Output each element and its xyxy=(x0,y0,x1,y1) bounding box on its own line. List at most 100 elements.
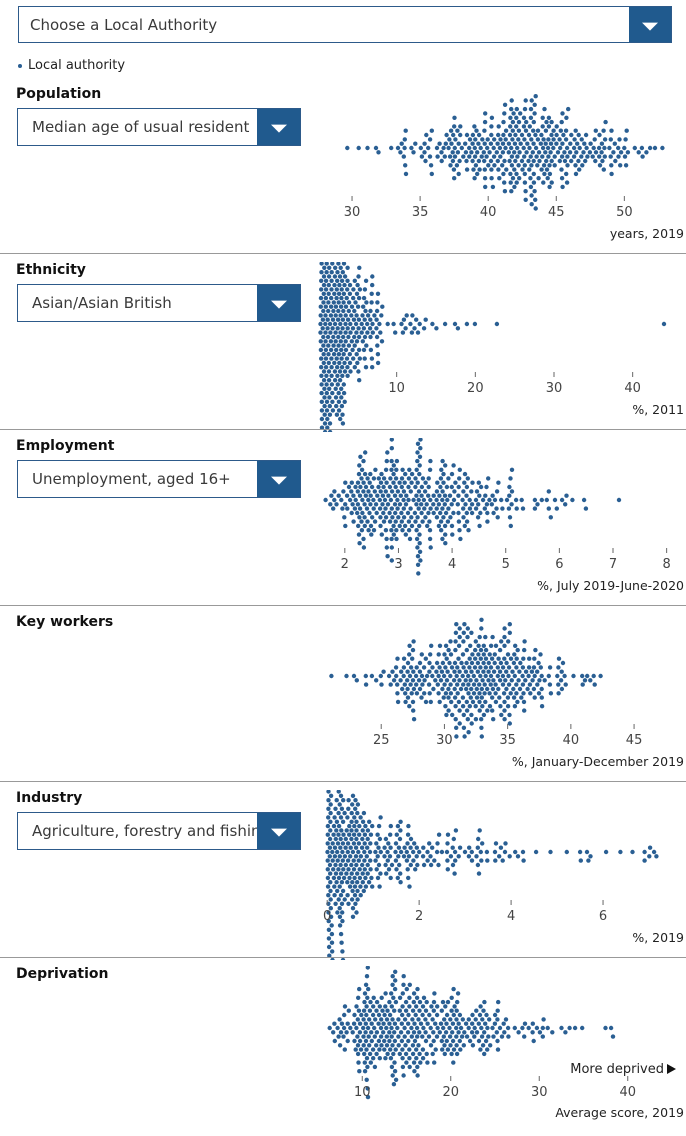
data-point[interactable] xyxy=(464,510,469,516)
data-point[interactable] xyxy=(427,841,432,846)
data-point[interactable] xyxy=(373,1017,378,1022)
data-point[interactable] xyxy=(482,128,487,133)
data-point[interactable] xyxy=(340,858,345,863)
data-point[interactable] xyxy=(357,506,363,511)
data-point[interactable] xyxy=(417,532,422,537)
data-point[interactable] xyxy=(551,137,556,142)
data-point[interactable] xyxy=(496,167,501,172)
data-point[interactable] xyxy=(493,858,498,863)
data-point[interactable] xyxy=(487,652,492,657)
data-point[interactable] xyxy=(345,265,350,270)
data-point[interactable] xyxy=(345,893,350,898)
data-point[interactable] xyxy=(344,871,349,876)
data-point[interactable] xyxy=(389,446,394,451)
data-point[interactable] xyxy=(336,832,341,837)
data-point[interactable] xyxy=(348,321,353,327)
data-point[interactable] xyxy=(535,137,541,142)
data-point[interactable] xyxy=(391,678,397,683)
data-point[interactable] xyxy=(494,321,500,327)
data-point[interactable] xyxy=(518,141,523,146)
data-point[interactable] xyxy=(338,836,343,842)
data-point[interactable] xyxy=(477,167,482,172)
data-point[interactable] xyxy=(482,506,487,511)
data-point[interactable] xyxy=(401,506,406,511)
data-point[interactable] xyxy=(462,480,467,485)
data-point[interactable] xyxy=(624,128,629,133)
data-point[interactable] xyxy=(343,480,348,485)
data-point[interactable] xyxy=(428,497,433,503)
data-point[interactable] xyxy=(336,1034,341,1039)
data-point[interactable] xyxy=(400,528,405,533)
data-point[interactable] xyxy=(536,176,541,181)
data-point[interactable] xyxy=(477,634,482,640)
data-point[interactable] xyxy=(518,660,523,666)
data-point[interactable] xyxy=(433,1047,438,1052)
data-point[interactable] xyxy=(542,678,547,683)
data-point[interactable] xyxy=(473,647,478,653)
data-point[interactable] xyxy=(398,819,403,824)
data-point[interactable] xyxy=(336,262,341,266)
data-point[interactable] xyxy=(395,823,401,829)
data-point[interactable] xyxy=(575,141,580,146)
data-point[interactable] xyxy=(379,339,385,344)
data-point[interactable] xyxy=(562,150,567,155)
data-point[interactable] xyxy=(444,712,449,718)
data-point[interactable] xyxy=(462,1030,467,1035)
data-point[interactable] xyxy=(339,287,344,292)
data-point[interactable] xyxy=(399,321,404,327)
data-point[interactable] xyxy=(334,798,339,803)
data-point[interactable] xyxy=(479,154,484,159)
data-point[interactable] xyxy=(446,686,451,692)
data-point[interactable] xyxy=(360,871,365,876)
data-point[interactable] xyxy=(366,489,371,494)
data-point[interactable] xyxy=(388,845,393,850)
data-point[interactable] xyxy=(362,471,368,477)
data-point[interactable] xyxy=(403,326,408,331)
data-point[interactable] xyxy=(572,137,577,142)
data-point[interactable] xyxy=(519,695,524,700)
data-point[interactable] xyxy=(368,523,374,529)
data-point[interactable] xyxy=(407,643,412,648)
data-point[interactable] xyxy=(331,832,336,837)
data-point[interactable] xyxy=(402,480,407,485)
data-point[interactable] xyxy=(405,1030,411,1035)
data-point[interactable] xyxy=(349,313,354,318)
data-point[interactable] xyxy=(363,823,368,829)
data-point[interactable] xyxy=(332,884,337,889)
data-point[interactable] xyxy=(319,399,324,404)
data-point[interactable] xyxy=(393,858,399,863)
data-point[interactable] xyxy=(357,1030,363,1035)
data-point[interactable] xyxy=(498,845,504,850)
data-point[interactable] xyxy=(461,725,467,730)
data-point[interactable] xyxy=(458,686,464,692)
data-point[interactable] xyxy=(427,467,433,472)
data-point[interactable] xyxy=(396,1034,401,1039)
data-point[interactable] xyxy=(382,854,387,859)
data-point[interactable] xyxy=(486,1034,491,1039)
data-point[interactable] xyxy=(473,639,478,644)
data-point[interactable] xyxy=(417,999,423,1005)
data-point[interactable] xyxy=(495,1017,500,1022)
data-point[interactable] xyxy=(427,1012,432,1018)
data-point[interactable] xyxy=(436,673,441,679)
data-point[interactable] xyxy=(397,480,402,485)
data-point[interactable] xyxy=(437,665,442,670)
data-point[interactable] xyxy=(397,862,402,868)
data-point[interactable] xyxy=(332,378,338,383)
data-point[interactable] xyxy=(333,862,338,868)
data-point[interactable] xyxy=(395,1025,400,1031)
data-point[interactable] xyxy=(431,686,436,692)
data-point[interactable] xyxy=(363,484,369,490)
data-point[interactable] xyxy=(345,815,350,820)
data-point[interactable] xyxy=(358,1047,364,1052)
data-point[interactable] xyxy=(639,145,645,151)
data-point[interactable] xyxy=(426,484,431,490)
data-point[interactable] xyxy=(384,545,389,550)
data-point[interactable] xyxy=(479,725,484,730)
data-point[interactable] xyxy=(361,1017,366,1022)
data-point[interactable] xyxy=(330,858,335,863)
data-point[interactable] xyxy=(376,1012,382,1018)
data-point[interactable] xyxy=(539,167,544,172)
data-point[interactable] xyxy=(340,506,345,511)
data-point[interactable] xyxy=(464,158,469,164)
